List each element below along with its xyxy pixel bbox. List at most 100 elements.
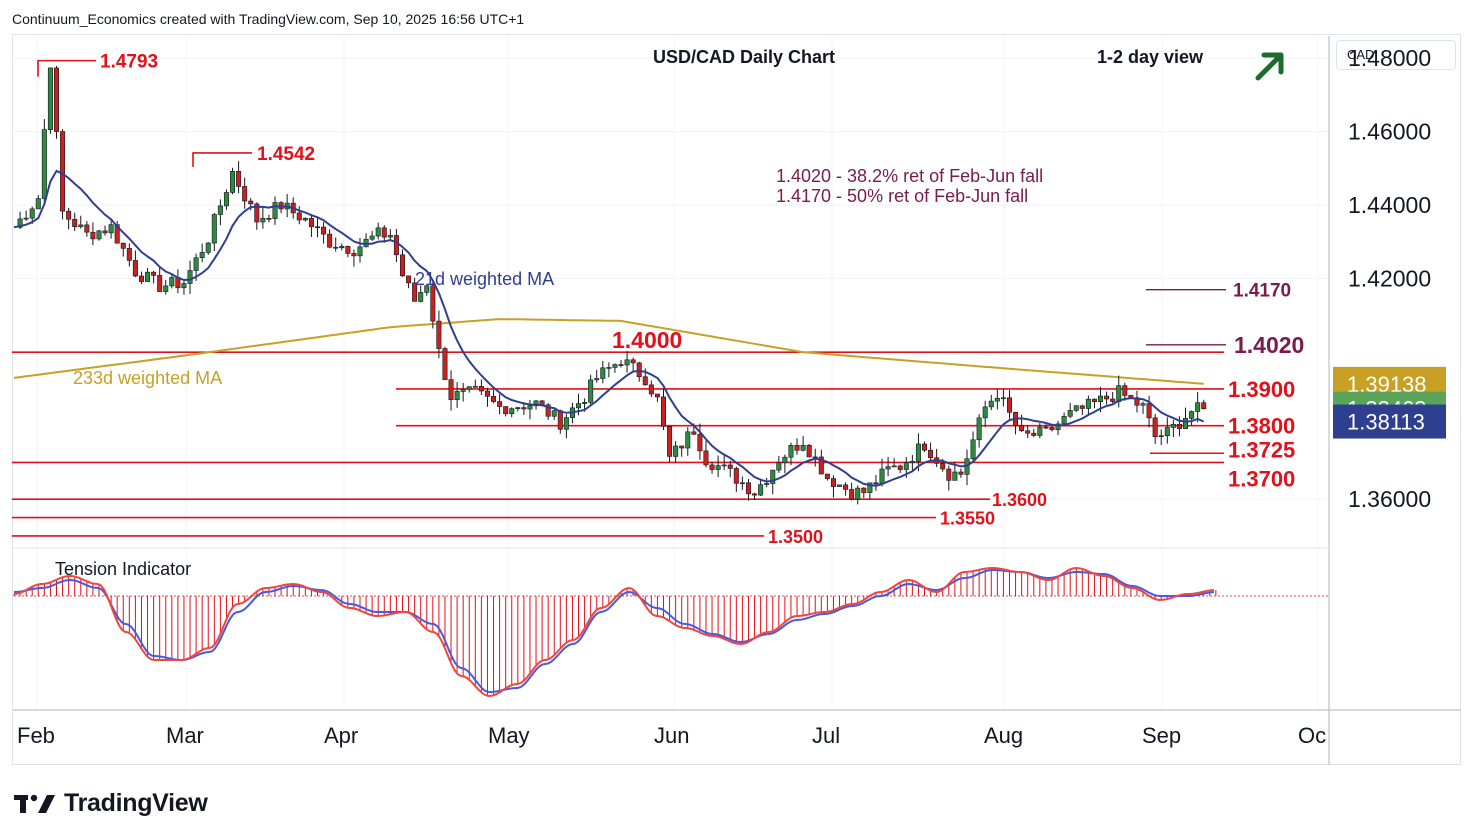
candle-body xyxy=(72,218,78,227)
candle-body xyxy=(976,417,982,441)
candle-body xyxy=(521,407,527,410)
candle-body xyxy=(1164,427,1170,436)
candle-body xyxy=(994,397,1000,402)
candle xyxy=(84,221,90,237)
candle xyxy=(709,461,715,474)
candle xyxy=(47,67,53,134)
candle-body xyxy=(830,478,836,487)
candle-body xyxy=(764,483,770,485)
candle xyxy=(1104,391,1110,405)
x-tick-label: Aug xyxy=(984,723,1023,748)
candle-body xyxy=(721,464,727,467)
price-badge-bg xyxy=(1333,404,1446,439)
candle-body xyxy=(345,245,351,254)
candle xyxy=(557,409,563,434)
candle-body xyxy=(333,246,339,249)
candle xyxy=(855,485,861,505)
candle xyxy=(412,277,418,302)
candle-body xyxy=(23,217,29,220)
candle-body xyxy=(654,393,660,398)
candle-body xyxy=(563,417,569,430)
candle xyxy=(406,275,412,289)
candle-body xyxy=(879,468,885,484)
candle-body xyxy=(1183,418,1189,429)
candle xyxy=(199,243,205,263)
candle-body xyxy=(897,465,903,470)
candle-body xyxy=(782,456,788,464)
candle-body xyxy=(17,218,23,228)
x-tick-label: Jul xyxy=(812,723,840,748)
candle xyxy=(436,310,442,359)
candle xyxy=(223,189,229,210)
candle-body xyxy=(1091,398,1097,402)
candle-body xyxy=(509,408,515,414)
candle xyxy=(387,229,393,240)
candle xyxy=(478,379,484,396)
candle xyxy=(217,199,223,226)
candle xyxy=(448,370,454,411)
candle xyxy=(800,436,806,452)
candle xyxy=(381,225,387,243)
candle-body xyxy=(837,484,843,487)
candle xyxy=(1037,423,1043,439)
x-tick-label: Sep xyxy=(1142,723,1181,748)
chart-title: USD/CAD Daily Chart xyxy=(653,47,835,67)
candle xyxy=(102,225,108,236)
candle xyxy=(830,475,836,498)
candle xyxy=(551,409,557,420)
candle-body xyxy=(1037,426,1043,436)
candle xyxy=(424,284,430,296)
candle-body xyxy=(533,400,539,407)
candle xyxy=(108,220,114,239)
candle-body xyxy=(673,445,679,457)
x-tick-label: May xyxy=(488,723,530,748)
candle-body xyxy=(776,462,782,471)
candle-body xyxy=(424,285,430,293)
currency-selector[interactable]: CAD xyxy=(1336,40,1456,70)
candle xyxy=(1043,424,1049,430)
candle-body xyxy=(557,410,563,430)
candle-body xyxy=(260,218,266,223)
candle-body xyxy=(970,439,976,460)
candle xyxy=(648,380,654,398)
candle xyxy=(1140,401,1146,414)
candle-body xyxy=(217,205,223,215)
ma-21-label: 21d weighted MA xyxy=(415,269,554,289)
y-tick-label: 1.48000 xyxy=(1348,45,1431,71)
candle-body xyxy=(296,212,302,221)
level-label-1.4000: 1.4000 xyxy=(612,327,682,353)
candle xyxy=(23,210,29,221)
price-badge-text: 1.38113 xyxy=(1347,410,1425,435)
candle xyxy=(849,482,855,501)
candle-body xyxy=(527,405,533,410)
candle xyxy=(770,469,776,495)
candle-body xyxy=(169,277,175,287)
candle-body xyxy=(818,456,824,475)
candle-body xyxy=(351,253,357,257)
candle-body xyxy=(988,400,994,408)
candle xyxy=(758,480,764,497)
candle xyxy=(1183,407,1189,429)
candle xyxy=(721,455,727,471)
candle-body xyxy=(843,484,849,490)
candle xyxy=(375,222,381,240)
candle-body xyxy=(466,386,472,390)
candle-body xyxy=(430,285,436,322)
candle-body xyxy=(588,379,594,403)
candle-body xyxy=(1104,395,1110,400)
candle-body xyxy=(108,224,114,234)
candle-body xyxy=(399,254,405,277)
candle xyxy=(472,379,478,388)
candle-body xyxy=(685,431,691,449)
candle-body xyxy=(205,242,211,253)
candle-body xyxy=(381,227,387,238)
candle-body xyxy=(606,367,612,369)
candle xyxy=(697,423,703,460)
candle xyxy=(982,400,988,427)
candle-body xyxy=(151,271,157,276)
candle xyxy=(1170,419,1176,438)
candle-body xyxy=(928,449,934,459)
candle xyxy=(497,394,503,415)
ma-21-line xyxy=(13,169,1205,487)
